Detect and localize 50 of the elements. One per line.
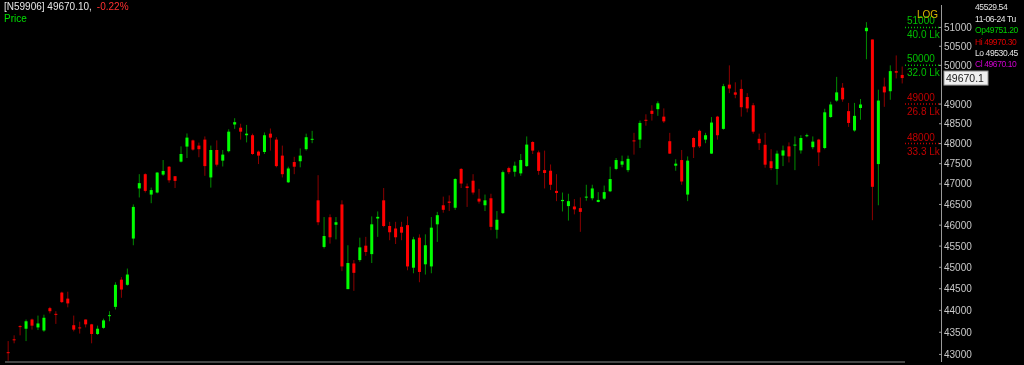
text: Hi 49970.30 <box>975 37 1017 47</box>
text: Lo 49530.45 <box>975 48 1018 58</box>
text: 11-06-24 Tu <box>975 14 1016 24</box>
y-tick-label: 48000 <box>944 138 973 150</box>
ref-line-label: 33.3 Lk <box>907 145 941 157</box>
text: 49000 <box>907 92 936 104</box>
annotation: [N59906] 49670.10, <box>4 1 92 12</box>
candlestick <box>310 130 314 144</box>
candlestick <box>584 184 588 202</box>
candlestick <box>161 159 165 177</box>
text: Op49751.20 <box>975 25 1018 35</box>
candlestick <box>483 194 487 212</box>
y-tick-label: 43000 <box>944 348 973 360</box>
y-tick-label: 49000 <box>944 98 973 110</box>
candlestick <box>107 310 111 322</box>
candlestick <box>36 315 40 331</box>
y-tick-label: 46500 <box>944 198 973 210</box>
text: 48000 <box>907 131 936 143</box>
candlestick <box>179 145 183 163</box>
candlestick <box>54 310 58 325</box>
y-tick-label: 51000 <box>944 21 973 33</box>
candlestick <box>18 324 22 336</box>
candlestick <box>650 104 654 122</box>
y-tick-label: 45000 <box>944 261 973 273</box>
text: 49670.1 <box>946 72 985 85</box>
y-tick-label: 47500 <box>944 158 973 170</box>
candlestick <box>30 318 34 331</box>
y-tick-label: 50500 <box>944 40 973 52</box>
annotation: -0.22% <box>96 1 129 12</box>
y-tick-label: 45500 <box>944 240 973 252</box>
text: 50000 <box>907 53 936 65</box>
ref-line-label: 40.0 Lk <box>907 29 941 41</box>
candlestick <box>620 155 624 168</box>
text: 45529.54 <box>975 2 1008 12</box>
candlestick <box>78 321 82 335</box>
y-tick-label: 43500 <box>944 326 973 338</box>
y-tick-label: 44000 <box>944 304 973 316</box>
ref-line-label: 26.8 Lk <box>907 106 941 118</box>
y-tick-label: 48500 <box>944 118 973 130</box>
y-tick-label: 44500 <box>944 283 973 295</box>
y-tick-label: 47000 <box>944 178 973 190</box>
y-tick-label: 46000 <box>944 219 973 231</box>
candlestick <box>12 334 16 344</box>
text: Cl 49670.10 <box>975 59 1017 69</box>
ref-line-label: 32.0 Lk <box>907 67 941 79</box>
candlestick <box>173 175 177 189</box>
y-tick-label: 50000 <box>944 59 973 71</box>
candlestick <box>477 188 481 205</box>
annotation: Price <box>4 13 27 24</box>
candlestick <box>644 113 648 127</box>
